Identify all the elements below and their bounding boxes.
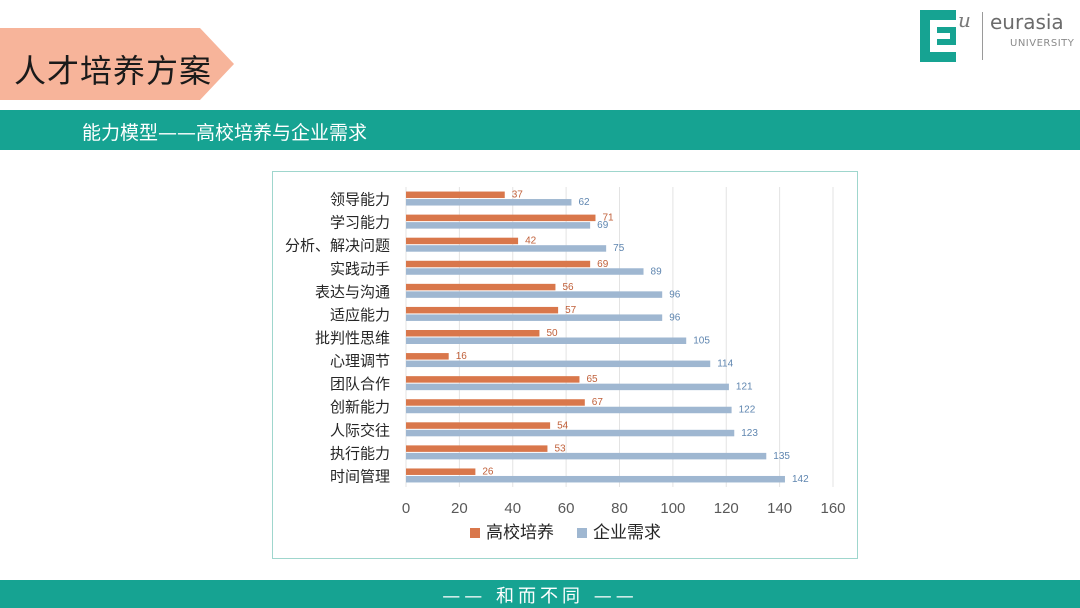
logo-mark-icon: E <box>920 10 956 62</box>
category-label: 领导能力 <box>330 191 390 209</box>
data-label-company: 96 <box>669 289 681 300</box>
bar-company <box>406 337 687 344</box>
data-label-company: 135 <box>773 451 790 462</box>
bar-company <box>406 406 732 414</box>
category-label: 实践动手 <box>330 260 390 278</box>
data-label-company: 142 <box>792 474 809 485</box>
bar-school <box>406 399 585 406</box>
bar-school <box>406 283 556 291</box>
title-tag <box>0 28 236 101</box>
category-label: 批判性思维 <box>315 329 390 347</box>
category-label: 表达与沟通 <box>315 283 390 301</box>
data-label-school: 53 <box>554 443 566 454</box>
bar-school <box>406 445 548 452</box>
eurasia-logo: E u eurasia UNIVERSITY <box>920 8 1074 66</box>
data-label-company: 121 <box>736 382 753 393</box>
bar-company <box>406 383 729 391</box>
bar-school <box>406 353 449 360</box>
logo-superscript: u <box>958 8 971 32</box>
data-label-company: 62 <box>578 197 590 208</box>
data-label-company: 105 <box>693 336 710 347</box>
footer-motto: —— 和而不同 —— <box>442 586 638 607</box>
bar-school <box>406 330 540 337</box>
bar-school <box>406 214 596 222</box>
data-label-school: 71 <box>602 213 614 224</box>
x-tick-label: 0 <box>402 500 410 517</box>
bar-company <box>406 199 572 206</box>
data-label-company: 96 <box>669 312 681 323</box>
x-tick-label: 140 <box>767 500 792 517</box>
bar-school <box>406 260 591 268</box>
category-label: 适应能力 <box>330 306 390 324</box>
data-label-school: 26 <box>482 466 494 477</box>
data-label-company: 89 <box>651 266 663 277</box>
category-label: 人际交往 <box>330 421 390 439</box>
data-label-company: 123 <box>741 428 758 439</box>
bar-school <box>406 306 559 314</box>
category-label: 创新能力 <box>330 398 390 416</box>
x-tick-label: 80 <box>611 500 628 517</box>
x-tick-label: 60 <box>558 500 575 517</box>
bar-company <box>406 222 591 229</box>
section-heading: 能力模型——高校培养与企业需求 <box>82 122 368 144</box>
data-label-school: 42 <box>525 236 537 247</box>
category-label: 学习能力 <box>330 214 390 232</box>
section-bar <box>0 110 1080 150</box>
data-label-school: 57 <box>565 305 577 316</box>
bar-school <box>406 376 580 383</box>
category-label: 执行能力 <box>330 444 390 462</box>
legend-label: 高校培养 <box>486 523 554 543</box>
bar-company <box>406 452 767 460</box>
page-title: 人才培养方案 <box>14 52 213 90</box>
data-label-school: 50 <box>546 328 558 339</box>
legend-swatch-1 <box>577 528 587 538</box>
data-label-school: 54 <box>557 420 569 431</box>
data-label-school: 67 <box>592 397 604 408</box>
category-label: 分析、解决问题 <box>285 237 390 255</box>
footer-bar <box>0 580 1080 608</box>
x-tick-label: 40 <box>504 500 521 517</box>
logo-name: eurasia <box>990 10 1064 34</box>
category-label: 团队合作 <box>330 375 390 393</box>
data-label-school: 65 <box>586 374 598 385</box>
bar-school <box>406 468 476 475</box>
logo-subtitle: UNIVERSITY <box>1010 38 1075 49</box>
category-label: 时间管理 <box>330 467 390 485</box>
title-tag-shape <box>0 28 234 100</box>
data-label-school: 37 <box>512 190 524 201</box>
category-label: 心理调节 <box>330 352 390 370</box>
bar-school <box>406 191 505 199</box>
bar-company <box>406 360 711 368</box>
data-label-company: 75 <box>613 243 625 254</box>
x-tick-label: 20 <box>451 500 468 517</box>
bar-company <box>406 429 735 437</box>
bar-school <box>406 237 519 245</box>
bar-school <box>406 422 551 429</box>
bar-company <box>406 314 663 321</box>
bar-company <box>406 268 644 275</box>
legend-swatch-0 <box>470 528 480 538</box>
legend-label: 企业需求 <box>593 523 661 543</box>
data-label-company: 114 <box>717 359 733 370</box>
data-label-school: 16 <box>456 351 468 362</box>
x-tick-label: 120 <box>714 500 739 517</box>
data-label-company: 69 <box>597 220 609 231</box>
x-tick-label: 100 <box>660 500 685 517</box>
bar-company <box>406 245 607 252</box>
data-label-school: 69 <box>597 259 609 270</box>
x-tick-label: 160 <box>820 500 845 517</box>
data-label-company: 122 <box>739 405 756 416</box>
bar-company <box>406 291 663 298</box>
bar-company <box>406 475 785 483</box>
logo-separator <box>982 12 983 60</box>
data-label-school: 56 <box>562 282 574 293</box>
